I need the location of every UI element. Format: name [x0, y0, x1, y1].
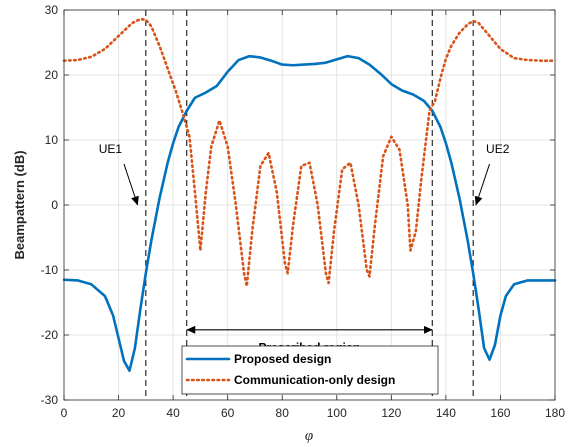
- legend: Proposed design Communication-only design: [181, 345, 439, 395]
- x-tick-label: 20: [112, 406, 126, 420]
- x-tick-label: 100: [327, 406, 347, 420]
- y-tick-label: -30: [41, 393, 59, 407]
- x-tick-label: 0: [61, 406, 68, 420]
- y-tick-label: -10: [41, 263, 59, 277]
- x-tick-label: 180: [545, 406, 565, 420]
- legend-label-proposed-design: Proposed design: [234, 352, 331, 366]
- x-tick-label: 40: [166, 406, 180, 420]
- annotation-ue2: UE2: [486, 142, 510, 156]
- legend-label-communication-only-design: Communication-only design: [234, 373, 395, 387]
- y-tick-label: 10: [45, 133, 59, 147]
- x-tick-label: 140: [436, 406, 456, 420]
- x-tick-label: 60: [221, 406, 235, 420]
- y-tick-label: 30: [45, 3, 59, 17]
- annotation-ue2-arrow: [474, 163, 491, 206]
- reference-lines: [145, 10, 474, 400]
- y-tick-label: -20: [41, 328, 59, 342]
- x-tick-label: 80: [276, 406, 290, 420]
- y-tick-label: 0: [51, 198, 58, 212]
- x-tick-label: 160: [490, 406, 510, 420]
- x-tick-label: 120: [381, 406, 401, 420]
- annotation-ue1: UE1: [99, 142, 123, 156]
- ticks: 0 20 40 60 80 100 120 140 160 180 -30 -20 -10 0 10 20 30: [41, 3, 566, 420]
- x-axis-label: φ: [305, 428, 313, 444]
- y-axis-label: Beampattern (dB): [12, 150, 27, 259]
- series-lines: [62, 17, 557, 373]
- legend-box: [181, 345, 439, 395]
- y-tick-label: 20: [45, 68, 59, 82]
- annotation-ue1-arrow: [123, 163, 139, 206]
- series-line-proposed-design: [62, 54, 557, 373]
- series-line-communication-only-design: [62, 17, 557, 288]
